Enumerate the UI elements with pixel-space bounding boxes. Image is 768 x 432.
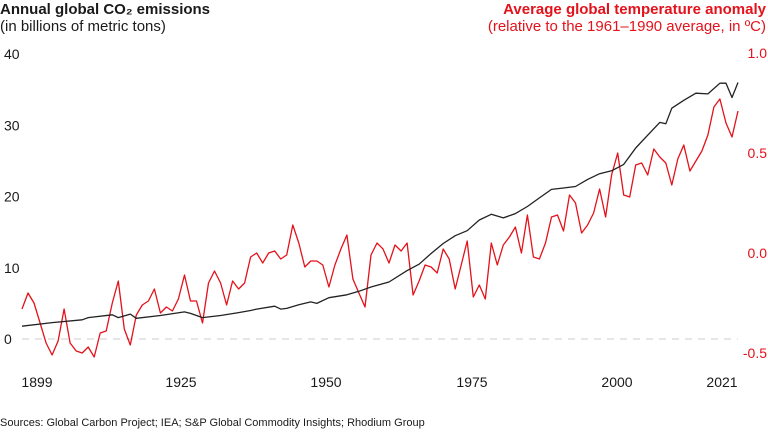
x-tick-label: 1975: [456, 374, 487, 390]
source-note: Sources: Global Carbon Project; IEA; S&P…: [0, 417, 425, 429]
right-axis-title: Average global temperature anomaly: [503, 1, 766, 18]
right-tick-label: 0.5: [748, 145, 768, 161]
right-axis-subtitle: (relative to the 1961–1990 average, in º…: [487, 18, 766, 35]
co2-emissions-line: [21, 82, 739, 327]
right-tick-label: -0.5: [743, 345, 767, 361]
x-tick-label: 2000: [601, 374, 632, 390]
left-tick-label: 30: [4, 117, 20, 133]
x-tick-label: 1899: [21, 374, 52, 390]
left-axis-title: Annual global CO₂ emissions: [0, 1, 211, 18]
right-tick-label: 0.0: [748, 245, 768, 261]
x-tick-label: 2021: [706, 374, 737, 390]
x-tick-label: 1925: [165, 374, 196, 390]
left-tick-label: 0: [4, 331, 12, 347]
temperature-anomaly-line: [21, 98, 739, 358]
left-tick-label: 20: [4, 189, 20, 205]
left-axis-subtitle: (in billions of metric tons): [0, 18, 166, 35]
left-tick-label: 40: [4, 46, 20, 62]
right-tick-label: 1.0: [748, 45, 768, 61]
x-tick-label: 1950: [310, 374, 341, 390]
left-tick-label: 10: [4, 260, 20, 276]
